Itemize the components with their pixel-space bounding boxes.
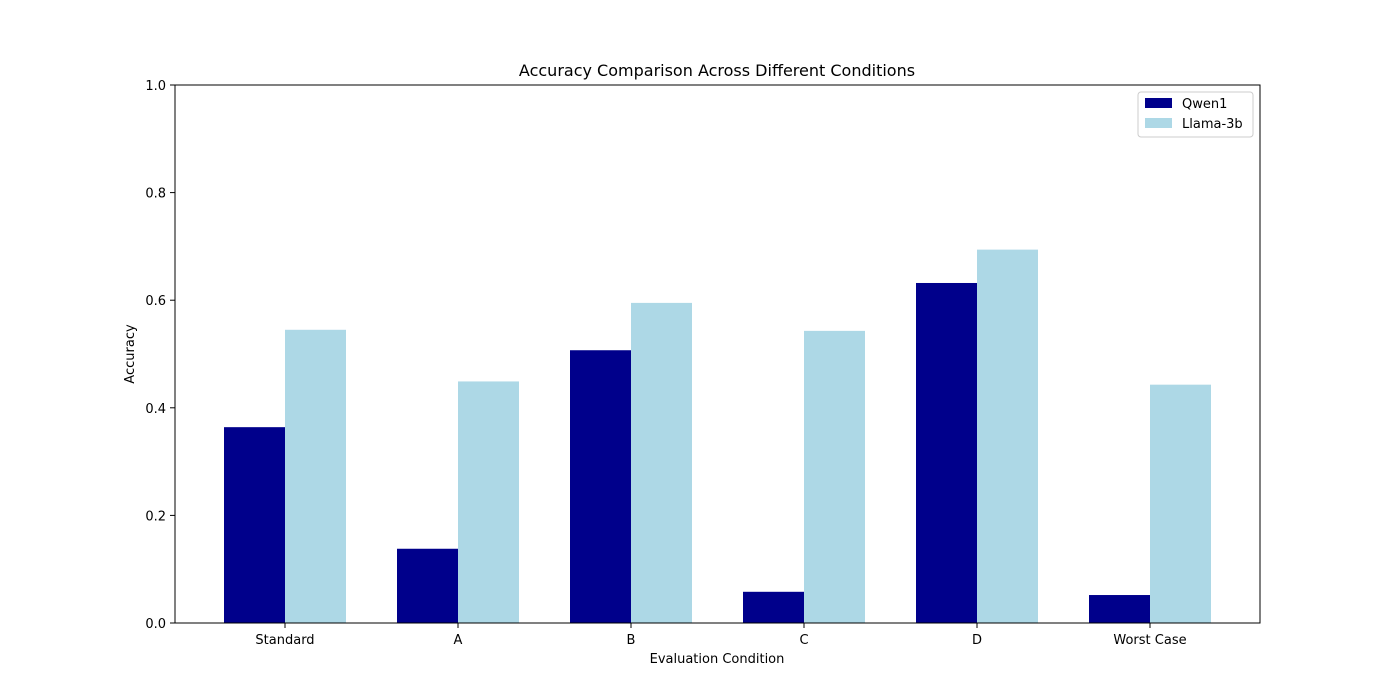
x-tick-label: B <box>627 633 636 648</box>
plot-frame <box>174 84 1261 624</box>
bar-llama-3b-b <box>631 302 692 623</box>
bar-qwen1-a <box>397 548 458 623</box>
bar-qwen1-c <box>743 591 804 623</box>
bars-layer <box>224 249 1211 624</box>
bar-qwen1-b <box>570 350 631 623</box>
y-tick-label: 0.0 <box>145 617 166 632</box>
x-tick-label: C <box>799 633 808 648</box>
legend: Qwen1 Llama-3b <box>1137 91 1254 138</box>
legend-swatch-llama-3b <box>1145 118 1172 128</box>
x-tick-label: Worst Case <box>1113 633 1186 648</box>
chart-title: Accuracy Comparison Across Different Con… <box>519 61 915 80</box>
legend-label-llama-3b: Llama-3b <box>1182 117 1243 132</box>
y-ticks: 0.0 0.2 0.4 0.6 0.8 1.0 <box>145 79 175 632</box>
bar-qwen1-worst-case <box>1089 595 1150 623</box>
bar-llama-3b-c <box>804 330 865 623</box>
y-tick-label: 0.8 <box>145 187 166 202</box>
bar-qwen1-d <box>916 282 977 623</box>
x-tick-label: A <box>454 633 463 648</box>
x-axis-label: Evaluation Condition <box>650 652 785 667</box>
bar-llama-3b-standard <box>285 329 346 623</box>
y-tick-label: 0.4 <box>145 402 166 417</box>
bar-qwen1-standard <box>224 427 285 623</box>
legend-label-qwen1: Qwen1 <box>1182 97 1227 112</box>
bar-llama-3b-a <box>458 381 519 623</box>
y-tick-label: 1.0 <box>145 79 166 94</box>
x-tick-label: Standard <box>255 633 314 648</box>
x-ticks: Standard A B C D Worst Case <box>255 623 1187 648</box>
y-tick-label: 0.2 <box>145 509 166 524</box>
legend-swatch-qwen1 <box>1145 98 1172 108</box>
bar-llama-3b-d <box>977 249 1038 624</box>
y-axis-label: Accuracy <box>123 324 138 384</box>
bar-llama-3b-worst-case <box>1150 384 1211 623</box>
x-tick-label: D <box>972 633 982 648</box>
y-tick-label: 0.6 <box>145 294 166 309</box>
